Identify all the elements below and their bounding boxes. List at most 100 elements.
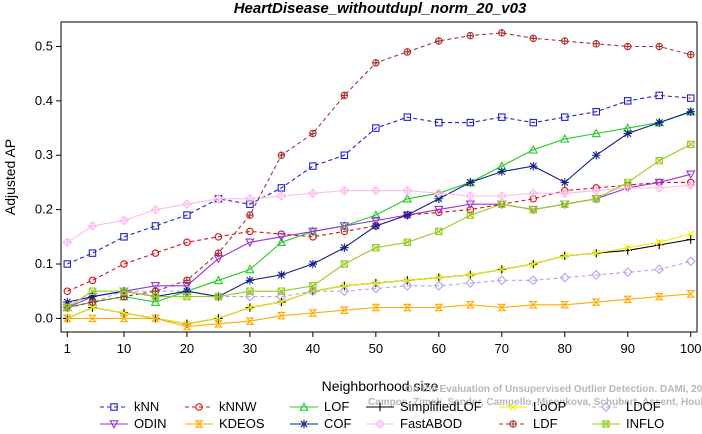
data-point-inflo [592,195,600,203]
series-layer [62,29,696,331]
data-point-kdeos [119,314,129,323]
data-point-odin [245,238,255,248]
data-point-fastabod [528,188,539,199]
data-point-cof [308,259,318,269]
data-point-knn [403,113,412,121]
data-point-knnw [246,227,254,236]
data-point-kdeos [528,301,538,309]
data-point-odin [654,178,664,188]
x-tick-label: 1 [64,341,71,356]
citation-line-2: Campos, Zimek, Sander, Campello, Micenko… [368,397,702,408]
legend-item-inflo: INFLO [592,416,664,431]
data-point-fastabod [213,193,224,204]
data-point-lof [276,237,287,247]
data-point-lof [591,128,601,138]
data-point-kdeos [560,301,570,309]
data-point-kdeos [497,303,507,312]
data-point-fastabod [591,185,602,196]
series-line-cof [67,111,691,303]
data-point-ldf [529,34,538,42]
x-tick-label: 80 [558,341,572,356]
data-point-kdeos [371,303,381,312]
data-point-knn [120,233,128,241]
data-point-cof [88,292,97,301]
data-point-inflo [435,227,443,236]
data-point-knnw [340,227,349,236]
data-point-cof [655,118,664,127]
x-tick-label: 20 [180,341,194,356]
data-point-kdeos [87,314,98,323]
data-point-knn [655,91,663,100]
data-point-cof [623,129,632,138]
legend-label: LOF [324,399,349,414]
data-point-ldof [591,269,602,280]
data-point-lof [402,193,413,203]
data-point-ldf [214,249,223,257]
data-point-inflo [88,287,97,295]
data-point-lof [528,144,539,154]
data-point-kdeos [654,292,664,301]
data-point-fastabod [433,188,444,199]
legend-label: ODIN [134,416,167,431]
x-tick-label: 70 [495,341,509,356]
data-point-fastabod [496,191,507,202]
data-point-odin [371,216,381,226]
legend-marker [509,403,517,411]
data-point-cof [592,151,601,160]
data-point-loop [624,244,632,252]
data-point-knn [151,222,160,230]
legend-marker [375,402,385,412]
data-point-knn [340,151,349,159]
data-point-lof [560,133,570,143]
data-point-ldof [559,272,570,283]
data-point-loop [372,279,380,287]
data-point-inflo [655,156,663,165]
legend-marker [375,419,385,429]
data-point-knn [561,113,569,121]
data-point-ldf [592,40,600,48]
data-point-odin [308,227,318,237]
data-point-loop [466,271,474,279]
data-point-fastabod [307,188,318,199]
data-point-fastabod [118,215,129,226]
chart-title: HeartDisease_withoutdupl_norm_20_v03 [234,0,527,17]
data-point-loop [498,265,506,274]
legend-label: LDF [533,416,558,431]
data-point-ldof [654,264,665,275]
data-point-kdeos [339,306,349,314]
legend-label: SimplifiedLOF [400,399,482,414]
data-point-fastabod [87,220,98,231]
data-point-inflo [120,287,128,295]
data-point-kdeos [308,309,318,317]
legend-label: INFLO [626,416,664,431]
data-point-ldof [402,280,413,291]
data-point-ldof [307,286,318,297]
data-point-loop [246,303,254,312]
data-point-lof [213,275,224,285]
data-point-fastabod [62,237,73,248]
x-axis: 1 10 20 30 40 50 60 70 80 90 100 [64,331,702,356]
data-point-fastabod [276,191,287,202]
data-point-ldf [623,42,632,51]
data-point-ldof [433,280,444,291]
data-point-loop [592,249,600,257]
data-point-ldof [181,286,192,297]
legend: kNN kNNW LOF SimplifiedLOF LoOP LDOF ODIN KDEOS… [100,399,664,431]
data-point-inflo [277,287,286,295]
legend-label: FastABOD [400,416,462,431]
x-tick-label: 90 [620,341,634,356]
data-point-knn [529,118,538,127]
data-point-fastabod [370,185,381,196]
series-knn [63,91,695,268]
data-point-odin [685,170,696,180]
citation-line-1: On the Evaluation of Unsupervised Outlie… [405,384,702,395]
data-point-ldf [340,91,349,100]
data-point-inflo [183,292,191,301]
legend-label: LoOP [533,399,566,414]
data-point-knnw [151,249,160,257]
data-point-kdeos [245,317,255,325]
citation-watermark: On the Evaluation of Unsupervised Outlie… [368,384,702,408]
y-tick-label: 0.1 [35,256,53,271]
data-point-loop [435,274,443,282]
